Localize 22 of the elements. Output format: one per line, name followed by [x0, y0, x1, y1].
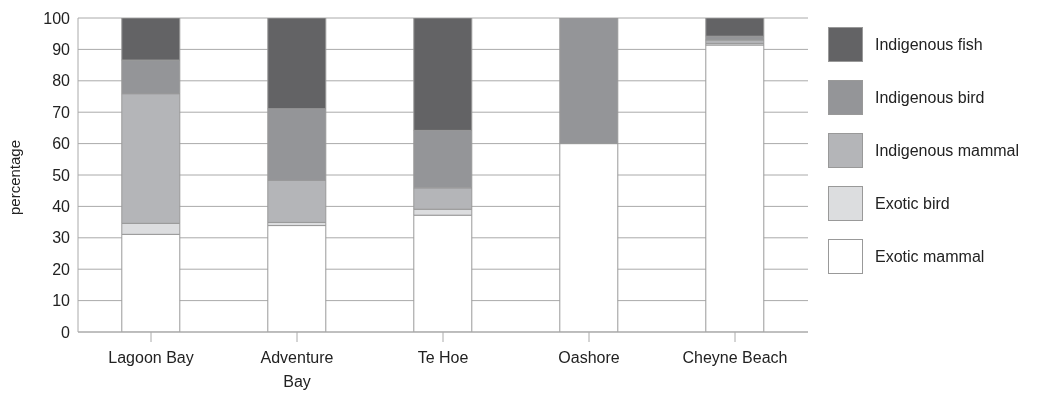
legend-label: Exotic mammal	[875, 247, 985, 266]
x-tick-label: Lagoon Bay	[108, 349, 194, 367]
y-tick-label: 10	[52, 292, 71, 310]
legend-label: Indigenous mammal	[875, 141, 1020, 160]
x-tick-label: Oashore	[558, 349, 620, 367]
x-tick-label: Adventure Bay	[260, 349, 334, 391]
y-tick-label: 90	[52, 41, 71, 59]
y-tick-label: 50	[52, 166, 71, 184]
y-tick-label: 80	[52, 72, 71, 90]
x-tick-label: Te Hoe	[417, 349, 469, 367]
legend-label: Exotic bird	[875, 194, 950, 213]
y-tick-label: 30	[52, 229, 71, 247]
y-tick-label: 60	[52, 135, 71, 153]
y-tick-label: 40	[52, 198, 71, 216]
y-tick-label: 0	[61, 323, 71, 341]
y-tick-label: 100	[43, 9, 71, 27]
legend-label: Indigenous fish	[875, 35, 983, 54]
x-tick-label: Cheyne Beach	[682, 349, 788, 367]
y-tick-label: 70	[52, 103, 71, 121]
legend-label: Indigenous bird	[875, 88, 985, 107]
y-axis-title: percentage	[6, 139, 24, 215]
y-tick-label: 20	[52, 260, 71, 278]
